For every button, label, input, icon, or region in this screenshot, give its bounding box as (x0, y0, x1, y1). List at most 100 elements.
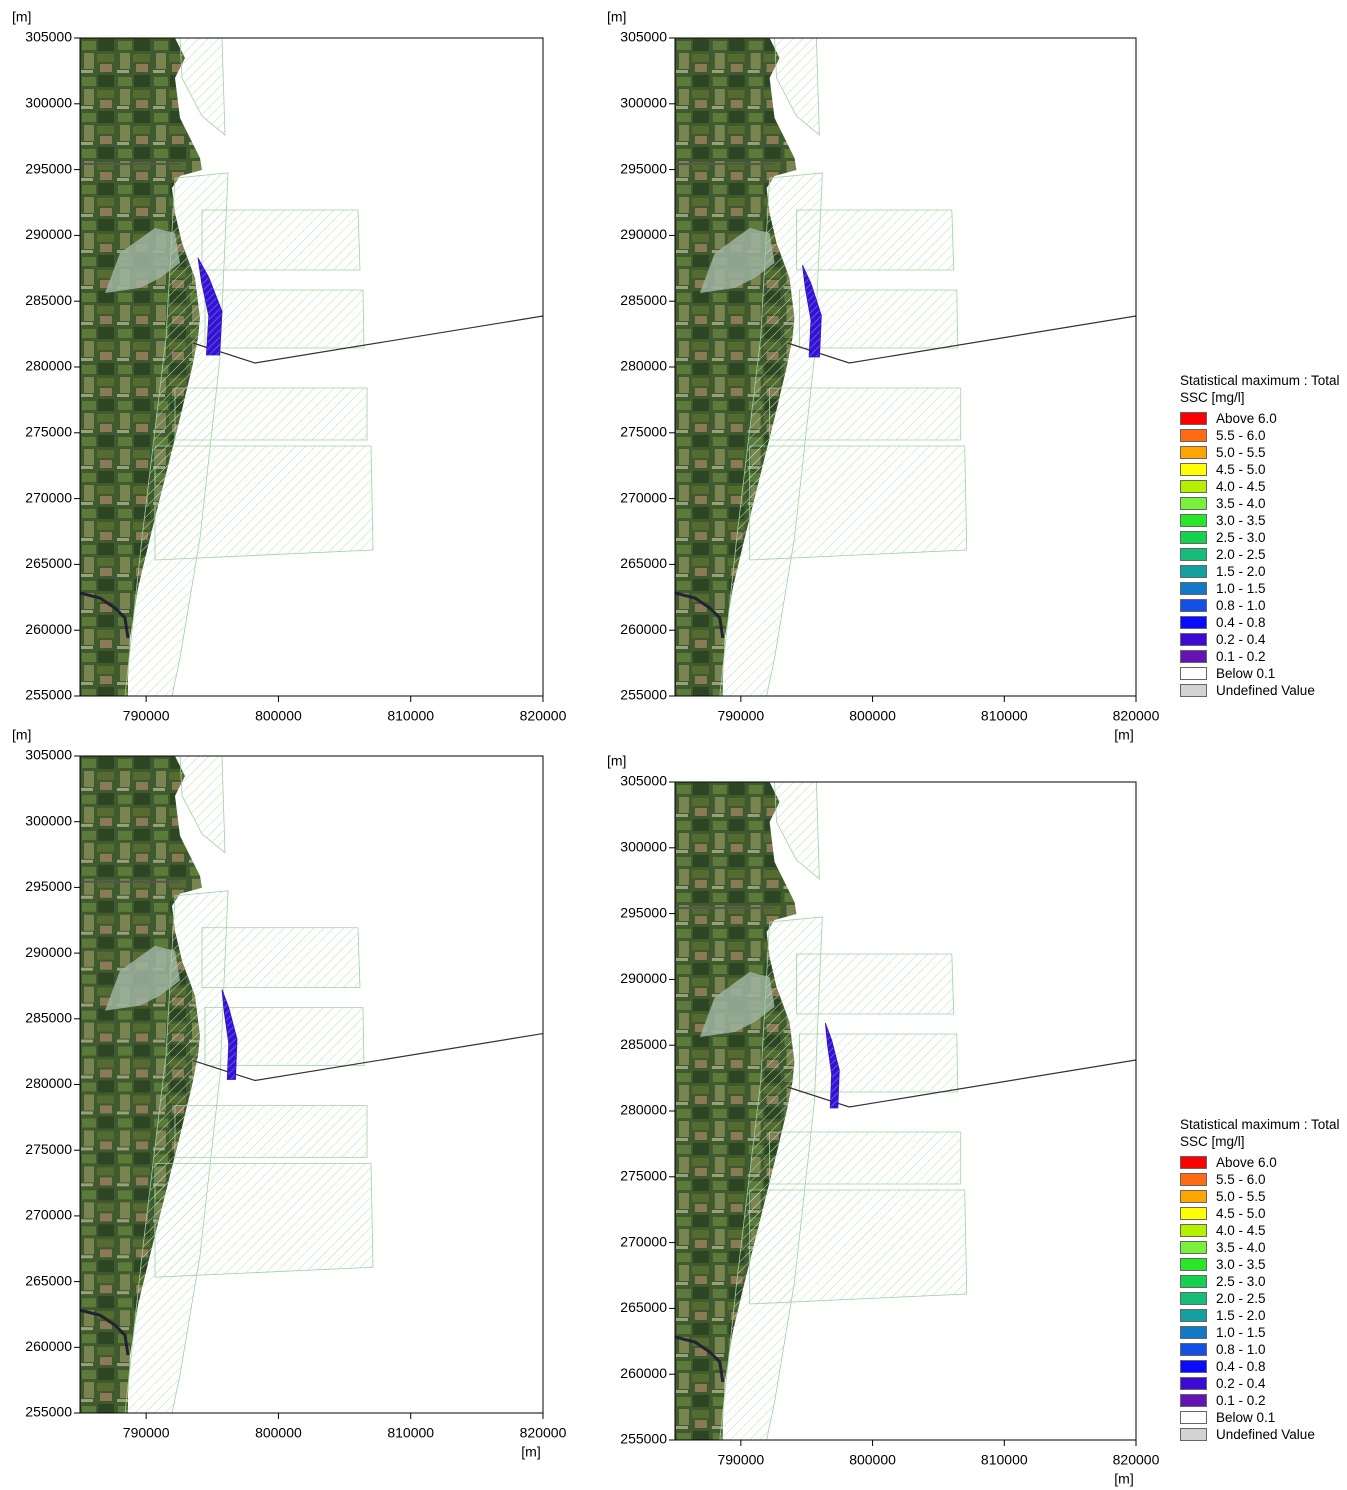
map-panel: 2550002600002650002700002750002800002850… (12, 727, 567, 1460)
x-tick-label: 810000 (981, 1452, 1028, 1468)
hatched-zone (775, 38, 820, 135)
legend-entry: 1.5 - 2.0 (1180, 1307, 1347, 1324)
x-tick-label: 810000 (387, 1425, 434, 1441)
legend: Statistical maximum : Total SSC [mg/l] Ab… (1180, 1116, 1347, 1443)
legend-entry: Above 6.0 (1180, 410, 1347, 427)
y-axis-label: [m] (12, 727, 31, 743)
legend-entry: 4.5 - 5.0 (1180, 461, 1347, 478)
legend-swatch (1180, 1224, 1207, 1237)
y-tick-label: 295000 (25, 160, 72, 176)
legend-entry: 0.4 - 0.8 (1180, 614, 1347, 631)
x-axis-label: [m] (1114, 727, 1133, 743)
legend-swatch (1180, 633, 1207, 646)
legend-label: 2.5 - 3.0 (1216, 1274, 1266, 1289)
hatched-zone (155, 1163, 373, 1277)
x-tick-label: 820000 (1113, 1452, 1160, 1468)
hatched-zone (796, 954, 953, 1014)
hatched-zone (770, 1132, 961, 1184)
y-tick-label: 295000 (620, 904, 667, 920)
legend-label: 5.5 - 6.0 (1216, 428, 1266, 443)
y-tick-label: 300000 (25, 95, 72, 111)
y-tick-label: 260000 (25, 1338, 72, 1354)
y-tick-label: 255000 (620, 1431, 667, 1447)
y-axis-label: [m] (12, 9, 31, 25)
map-panel: 2550002600002650002700002750002800002850… (12, 9, 567, 724)
map-layer (675, 782, 1136, 1440)
page: 2550002600002650002700002750002800002850… (0, 0, 1347, 1490)
hatched-zone (175, 388, 367, 440)
legend-label: Above 6.0 (1216, 1155, 1277, 1170)
y-tick-label: 275000 (25, 1141, 72, 1157)
y-tick-label: 255000 (25, 1404, 72, 1420)
legend-label: 0.2 - 0.4 (1216, 632, 1266, 647)
legend-swatch (1180, 1173, 1207, 1186)
y-tick-label: 285000 (25, 1010, 72, 1026)
legend-swatch (1180, 497, 1207, 510)
legend-label: 5.5 - 6.0 (1216, 1172, 1266, 1187)
legend-label: 2.0 - 2.5 (1216, 547, 1266, 562)
legend-title: Statistical maximum : Total SSC [mg/l] (1180, 372, 1347, 406)
x-tick-label: 800000 (255, 708, 302, 724)
x-tick-label: 820000 (520, 708, 567, 724)
y-tick-label: 300000 (25, 812, 72, 828)
legend-swatch (1180, 463, 1207, 476)
legend-label: Above 6.0 (1216, 411, 1277, 426)
legend-entry: 3.5 - 4.0 (1180, 495, 1347, 512)
legend-label: 1.0 - 1.5 (1216, 1325, 1266, 1340)
y-tick-label: 255000 (620, 687, 667, 703)
legend-entry: 5.5 - 6.0 (1180, 1171, 1347, 1188)
y-tick-label: 305000 (620, 773, 667, 789)
y-tick-label: 255000 (25, 687, 72, 703)
x-tick-label: 810000 (981, 708, 1028, 724)
legend-swatch (1180, 514, 1207, 527)
legend-label: 4.0 - 4.5 (1216, 479, 1266, 494)
x-axis-label: [m] (521, 1444, 540, 1460)
y-tick-label: 275000 (620, 424, 667, 440)
legend-entry: 0.8 - 1.0 (1180, 1341, 1347, 1358)
y-tick-label: 290000 (620, 970, 667, 986)
y-tick-label: 305000 (25, 29, 72, 45)
legend-entry: 2.5 - 3.0 (1180, 1273, 1347, 1290)
y-tick-label: 270000 (620, 489, 667, 505)
legend-swatch (1180, 531, 1207, 544)
legend-title: Statistical maximum : Total SSC [mg/l] (1180, 1116, 1347, 1150)
legend-swatch (1180, 1241, 1207, 1254)
legend-label: Undefined Value (1216, 683, 1315, 698)
legend-label: 0.1 - 0.2 (1216, 1393, 1266, 1408)
y-tick-label: 270000 (25, 489, 72, 505)
legend-entry: 4.5 - 5.0 (1180, 1205, 1347, 1222)
y-axis-label: [m] (607, 9, 626, 25)
legend-entry: 0.1 - 0.2 (1180, 648, 1347, 665)
y-tick-label: 275000 (620, 1168, 667, 1184)
x-tick-label: 820000 (1113, 708, 1160, 724)
y-tick-label: 260000 (620, 1365, 667, 1381)
legend-label: 2.5 - 3.0 (1216, 530, 1266, 545)
legend-swatch (1180, 446, 1207, 459)
legend-entry: Undefined Value (1180, 1426, 1347, 1443)
y-tick-label: 260000 (620, 621, 667, 637)
legend-entry: 1.0 - 1.5 (1180, 580, 1347, 597)
y-tick-label: 280000 (25, 1075, 72, 1091)
hatched-zone (750, 446, 967, 560)
y-tick-label: 290000 (25, 226, 72, 242)
legend-swatch (1180, 1309, 1207, 1322)
legend-swatch (1180, 480, 1207, 493)
legend-label: 2.0 - 2.5 (1216, 1291, 1266, 1306)
legend-swatch (1180, 1190, 1207, 1203)
legend-label: 0.2 - 0.4 (1216, 1376, 1266, 1391)
legend-entry: 5.5 - 6.0 (1180, 427, 1347, 444)
map-layer (675, 38, 1136, 696)
legend-label: 3.0 - 3.5 (1216, 1257, 1266, 1272)
legend-swatch (1180, 548, 1207, 561)
map-layer (80, 756, 543, 1413)
hatched-zone (796, 210, 953, 270)
legend-entry: Undefined Value (1180, 682, 1347, 699)
y-tick-label: 300000 (620, 839, 667, 855)
legend-label: 0.4 - 0.8 (1216, 1359, 1266, 1374)
map-content (675, 782, 1136, 1440)
legend-swatch (1180, 565, 1207, 578)
legend-swatch (1180, 1377, 1207, 1390)
hatched-zone (770, 388, 961, 440)
legend-entry: 3.5 - 4.0 (1180, 1239, 1347, 1256)
y-tick-label: 280000 (620, 1102, 667, 1118)
